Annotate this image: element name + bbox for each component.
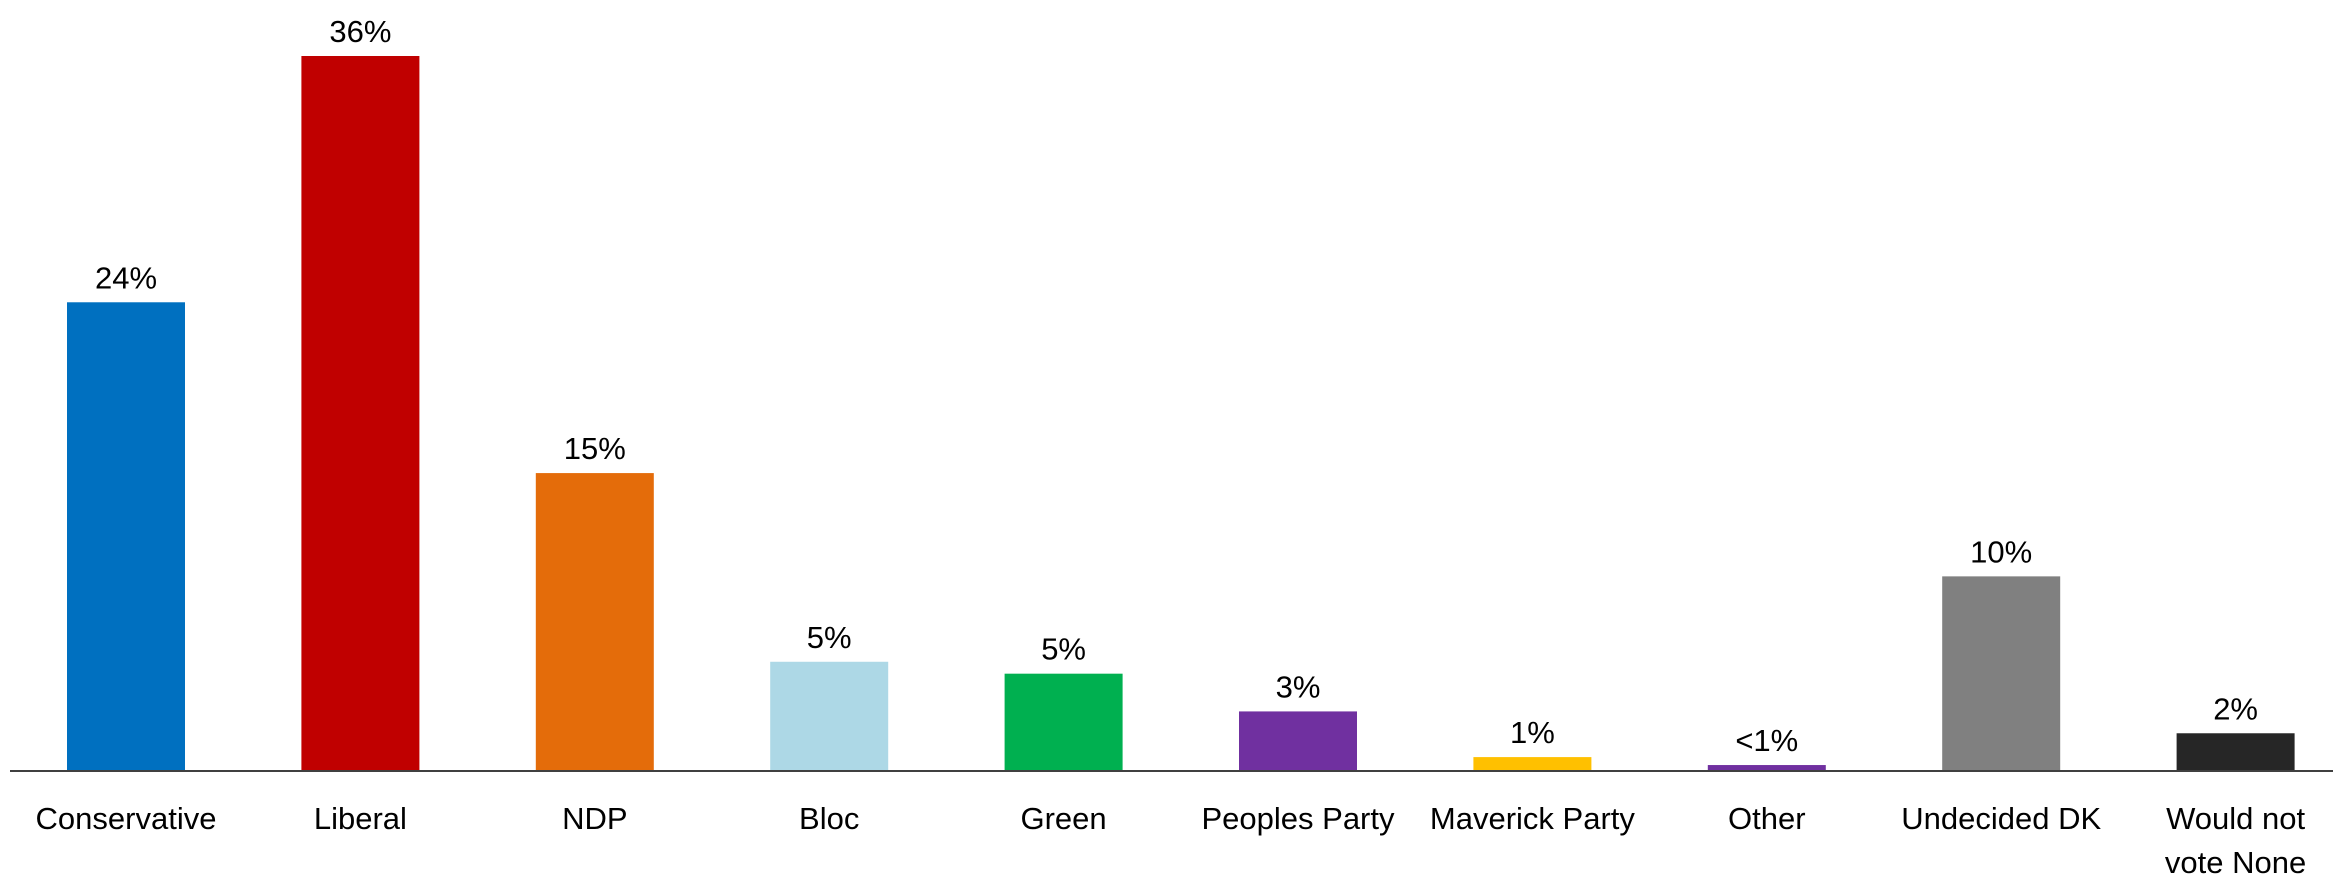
bars-layer — [67, 56, 2295, 771]
bar-ndp — [535, 473, 654, 771]
bar-bloc — [770, 661, 889, 771]
data-label: 5% — [807, 620, 852, 655]
category-label: Conservative — [36, 801, 217, 836]
category-labels-layer: Conservative Liberal NDP Bloc Green Peoples P… — [36, 801, 2307, 879]
bar-other — [1707, 765, 1826, 771]
data-label: 1% — [1510, 715, 1555, 750]
data-label: <1% — [1735, 723, 1798, 758]
category-label: Liberal — [314, 801, 407, 836]
category-label: Would not — [2166, 801, 2305, 836]
bar-would-not-vote-none — [2176, 733, 2295, 771]
bar-undecided-dk — [1942, 576, 2061, 771]
category-label: Undecided DK — [1901, 801, 2101, 836]
data-label: 5% — [1041, 632, 1086, 667]
data-label: 3% — [1276, 669, 1321, 704]
data-label: 10% — [1970, 534, 2032, 569]
bar-conservative — [67, 302, 185, 771]
bar-liberal — [301, 56, 420, 771]
data-label: 36% — [329, 14, 391, 49]
data-label: 2% — [2213, 691, 2258, 726]
category-label: NDP — [562, 801, 627, 836]
category-label: vote None — [2165, 845, 2306, 879]
bar-green — [1004, 673, 1123, 771]
data-labels-layer: 24% 36% 15% 5% 5% 3% 1% <1% 10% 2% — [95, 14, 2258, 758]
data-label: 24% — [95, 260, 157, 295]
category-label: Other — [1728, 801, 1806, 836]
category-label: Green — [1021, 801, 1107, 836]
data-label: 15% — [564, 431, 626, 466]
category-label: Peoples Party — [1202, 801, 1395, 836]
bar-maverick-party — [1473, 757, 1592, 771]
category-label: Maverick Party — [1430, 801, 1635, 836]
bar-peoples-party — [1239, 711, 1357, 771]
category-label: Bloc — [799, 801, 859, 836]
